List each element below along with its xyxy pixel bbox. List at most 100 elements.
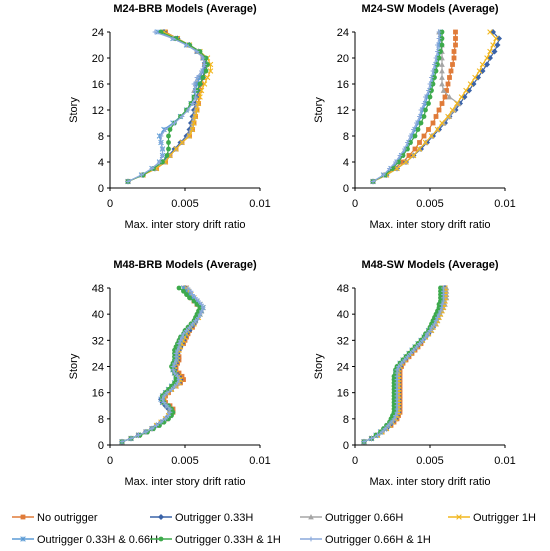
data-point	[199, 308, 204, 314]
data-point	[169, 386, 174, 392]
data-point	[453, 29, 458, 35]
data-point	[176, 285, 182, 291]
series-line	[372, 32, 442, 183]
data-point	[439, 81, 445, 87]
legend-item-outrigger-0-33h-1h: Outrigger 0.33H & 1H	[150, 534, 281, 546]
data-point	[193, 295, 198, 301]
data-point	[435, 315, 440, 320]
series-outrigger-0-66h-1h	[361, 285, 446, 445]
data-point	[175, 347, 180, 353]
data-point	[430, 120, 436, 126]
data-point	[181, 377, 186, 382]
series-line	[127, 31, 206, 183]
data-point	[178, 337, 183, 343]
data-point	[190, 321, 195, 327]
legend-label: Outrigger 0.33H & 1H	[175, 534, 281, 546]
y-axis-label: Story	[313, 353, 325, 379]
data-point	[439, 301, 445, 307]
data-point	[438, 308, 443, 314]
data-point	[439, 101, 445, 106]
y-tick-label: 16	[337, 388, 349, 400]
y-tick-label: 48	[337, 283, 349, 295]
data-point	[427, 328, 433, 333]
data-point	[408, 133, 413, 139]
data-point	[190, 101, 195, 106]
data-point	[451, 55, 457, 61]
data-point	[184, 292, 189, 297]
data-point	[408, 351, 413, 356]
data-point	[193, 94, 198, 100]
data-point	[204, 74, 211, 81]
data-point	[202, 62, 207, 67]
data-point	[201, 81, 208, 87]
legend-label: Outrigger 0.66H & 1H	[325, 534, 431, 546]
series-outrigger-1h	[370, 29, 499, 185]
data-point	[448, 68, 454, 74]
data-point	[421, 114, 427, 119]
series-line	[372, 32, 443, 183]
data-point	[396, 159, 401, 165]
legend-label: Outrigger 0.66H	[325, 512, 403, 524]
data-point	[438, 285, 443, 291]
data-point	[423, 334, 428, 340]
y-tick-label: 20	[92, 53, 104, 65]
data-point	[436, 29, 442, 35]
legend-label: Outrigger 0.33H & 0.66H	[37, 534, 158, 546]
data-point	[203, 55, 209, 61]
data-point	[438, 49, 443, 54]
data-point	[453, 36, 458, 41]
data-point	[446, 94, 453, 100]
y-tick-label: 8	[343, 414, 349, 426]
data-point	[192, 113, 199, 120]
data-point	[166, 133, 171, 139]
data-point	[164, 390, 170, 396]
data-point	[463, 87, 469, 94]
y-axis-label: Story	[313, 97, 325, 123]
data-point	[184, 328, 189, 333]
data-point	[429, 324, 434, 330]
chart-title: M24-SW Models (Average)	[361, 3, 498, 15]
legend-marker	[158, 514, 164, 520]
data-point	[428, 133, 435, 139]
data-point	[412, 133, 418, 139]
x-tick-label: 0.005	[171, 455, 199, 467]
data-point	[472, 74, 478, 81]
data-point	[433, 55, 439, 61]
data-point	[427, 94, 433, 100]
data-point	[453, 42, 458, 48]
data-point	[191, 81, 197, 87]
data-point	[435, 42, 440, 48]
x-tick-label: 0	[107, 455, 113, 467]
data-point	[187, 295, 192, 301]
data-point	[426, 127, 431, 132]
y-tick-label: 8	[98, 131, 104, 143]
data-point	[435, 49, 440, 54]
series-line	[121, 287, 204, 443]
data-point	[185, 107, 191, 113]
data-point	[196, 315, 201, 320]
series-line	[121, 287, 203, 443]
data-point	[382, 426, 388, 432]
legend-item-outrigger-0-66h-1h: Outrigger 0.66H & 1H	[300, 534, 431, 546]
data-point	[412, 146, 418, 152]
x-axis-label: Max. inter story drift ratio	[124, 476, 245, 488]
data-point	[179, 114, 185, 119]
data-point	[149, 426, 155, 432]
y-tick-label: 4	[343, 157, 349, 169]
data-point	[417, 341, 422, 347]
data-point	[391, 416, 397, 422]
data-point	[405, 146, 410, 152]
data-point	[436, 36, 442, 41]
x-axis-label: Max. inter story drift ratio	[124, 219, 245, 231]
data-point	[446, 113, 453, 119]
data-point	[451, 49, 457, 54]
data-point	[434, 126, 441, 133]
data-point	[414, 344, 419, 350]
data-point	[455, 100, 462, 106]
data-point	[420, 337, 425, 343]
legend-marker	[308, 536, 314, 542]
data-point	[203, 68, 209, 74]
data-point	[198, 87, 205, 94]
data-point	[432, 75, 437, 80]
data-point	[160, 146, 165, 152]
